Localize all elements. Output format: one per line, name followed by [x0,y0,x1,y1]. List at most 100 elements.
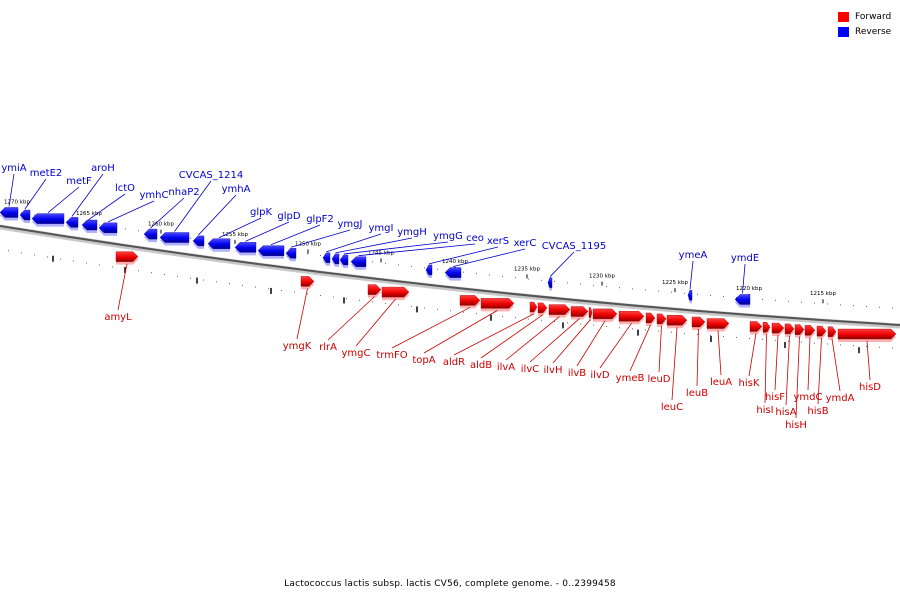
gene-ilvd-arrow[interactable] [618,311,645,322]
gene-hisb-arrow[interactable] [816,325,827,337]
gene-ymgc-label[interactable]: ymgC [342,348,371,359]
gene-aldr-label[interactable]: aldR [443,357,465,368]
gene-ilva-label[interactable]: ilvA [497,362,515,373]
gene-ymha-label[interactable]: ymhA [222,184,251,195]
gene-hisa-arrow[interactable] [784,323,795,335]
gene-ceo-label[interactable]: ceo [466,233,484,244]
gene-xerc-arrow[interactable] [444,267,462,278]
gene-glpf2-arrow[interactable] [257,245,285,256]
gene-ymeb-label[interactable]: ymeB [616,373,645,384]
gene-ymgc-arrow[interactable] [381,286,410,298]
gene-glpk-label[interactable]: glpK [250,207,272,218]
gene-hisi-arrow[interactable] [762,322,771,333]
gene-ymgg-label[interactable]: ymgG [433,231,463,242]
gene-ymea-arrow[interactable] [687,290,693,301]
gene-hisf-arrow[interactable] [771,322,785,334]
gene-aldr-connector [453,313,534,356]
gene-leud-label[interactable]: leuD [648,374,671,385]
gene-mete2-arrow[interactable] [19,209,31,221]
gene-ilvh-arrow[interactable] [588,307,593,318]
gene-ymha-arrow[interactable] [192,235,205,247]
gene-leuc-arrow[interactable] [666,315,688,326]
gene-cvcas-1195-label[interactable]: CVCAS_1195 [542,241,606,252]
gene-leud-arrow[interactable] [656,313,667,325]
gene-glpd-arrow[interactable] [234,242,257,253]
gene-ymhc-arrow[interactable] [98,222,118,234]
gene-glpk-arrow[interactable] [207,238,231,249]
gene-cvcas-1214-arrow[interactable] [159,232,190,243]
gene-ymde-label[interactable]: ymdE [731,253,759,264]
gene-ymea-label[interactable]: ymeA [679,250,708,261]
gene-ilvc-label[interactable]: ilvC [521,364,539,375]
gene-leuc-label[interactable]: leuC [661,402,683,413]
gene-cvcas-1195-arrow[interactable] [547,277,553,288]
gene-ymdc-label[interactable]: ymdC [794,392,823,403]
gene-leub-label[interactable]: leuB [686,388,708,399]
gene-xers-arrow[interactable] [425,264,433,276]
gene-leua-arrow[interactable] [706,318,730,329]
gene-amyl-arrow[interactable] [115,251,139,262]
gene-ilvb-arrow[interactable] [592,308,618,320]
gene-ymeb-arrow[interactable] [645,312,656,324]
gene-ceo-arrow[interactable] [350,256,367,267]
gene-aroh-arrow[interactable] [65,217,79,228]
gene-ymde-arrow[interactable] [734,294,751,305]
gene-cvcas-1214-label[interactable]: CVCAS_1214 [179,170,243,181]
gene-aroh-label[interactable]: aroH [91,163,115,174]
gene-rlra-arrow[interactable] [367,284,382,295]
gene-hish-arrow[interactable] [794,324,805,335]
gene-ymhc-label[interactable]: ymhC [140,190,169,201]
gene-leua-label[interactable]: leuA [710,377,732,388]
gene-ymgg-arrow[interactable] [339,254,349,266]
gene-ymda-label[interactable]: ymdA [826,393,855,404]
gene-ilvh-label[interactable]: ilvH [544,365,563,376]
gene-nhap2-label[interactable]: nhaP2 [168,187,199,198]
gene-ymgh-label[interactable]: ymgH [397,227,427,238]
gene-ilvb-label[interactable]: ilvB [568,368,586,379]
gene-metf-label[interactable]: metF [66,176,92,187]
gene-metf-arrow[interactable] [31,213,65,224]
gene-topa-arrow[interactable] [480,298,515,309]
gene-glpf2-label[interactable]: glpF2 [306,214,334,225]
gene-hisb-label[interactable]: hisB [807,406,828,417]
gene-hisa-label[interactable]: hisA [775,407,796,418]
gene-hisd-label[interactable]: hisD [859,382,881,393]
gene-xers-label[interactable]: xerS [487,236,509,247]
gene-mete2-label[interactable]: metE2 [30,168,63,179]
gene-aldr-arrow[interactable] [529,301,538,313]
gene-ymgi-label[interactable]: ymgI [369,223,394,234]
gene-amyl-label[interactable]: amyL [104,312,132,323]
gene-ilvd-label[interactable]: ilvD [590,370,609,381]
gene-topa-label[interactable]: topA [412,355,435,366]
gene-ymgi-arrow[interactable] [322,252,331,263]
gene-ymgk-label[interactable]: ymgK [283,341,312,352]
gene-ymdc-arrow[interactable] [804,325,816,336]
gene-glpd-label[interactable]: glpD [277,211,300,222]
gene-xerc-label[interactable]: xerC [514,238,537,249]
gene-hisd-connector [866,340,871,381]
gene-hish-label[interactable]: hisH [785,420,807,431]
gene-nhap2-arrow[interactable] [143,228,158,240]
gene-lcto-arrow[interactable] [81,219,98,231]
gene-ymgk-arrow[interactable] [300,276,315,287]
gene-ymgj-arrow[interactable] [285,248,297,259]
gene-aldb-label[interactable]: aldB [470,360,492,371]
gene-trmfo-arrow[interactable] [459,295,481,306]
gene-ymgh-arrow[interactable] [331,253,340,265]
gene-hisi-label[interactable]: hisI [756,405,773,416]
gene-ymgj-label[interactable]: ymgJ [338,219,363,230]
gene-hisk-label[interactable]: hisK [739,378,760,389]
gene-hisd-arrow[interactable] [837,328,897,340]
gene-hisf-label[interactable]: hisF [765,392,785,403]
gene-ymda-arrow[interactable] [827,326,837,338]
gene-rlra-label[interactable]: rlrA [319,342,337,353]
gene-ilvc-arrow[interactable] [570,306,589,317]
gene-aldb-arrow[interactable] [537,302,548,314]
gene-lcto-label[interactable]: lctO [115,183,135,194]
gene-leub-arrow[interactable] [691,316,706,328]
gene-ymia-arrow[interactable] [0,207,19,218]
gene-hisk-arrow[interactable] [749,321,763,332]
gene-ilva-arrow[interactable] [548,304,571,315]
gene-ymia-label[interactable]: ymiA [1,163,26,174]
gene-trmfo-label[interactable]: trmFO [376,350,407,361]
